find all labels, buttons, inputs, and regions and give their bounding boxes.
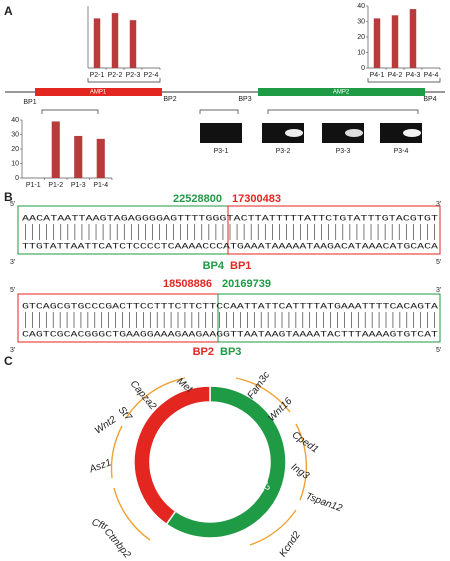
y-tick-label: 40 bbox=[11, 117, 19, 124]
bar bbox=[96, 138, 105, 178]
sequence: CAGTCGCACGGGCTGAAGGAAAGAAGAAGGTTAATAAGTA… bbox=[22, 329, 438, 339]
panel-label: B bbox=[4, 190, 13, 204]
gene-label: Ing3 bbox=[289, 462, 312, 482]
strand-end: 5' bbox=[10, 287, 15, 294]
y-tick-label: 30 bbox=[11, 131, 19, 138]
bar bbox=[409, 9, 417, 69]
strand-end: 5' bbox=[10, 201, 15, 208]
breakpoint-label: BP1 bbox=[23, 99, 36, 106]
ring bbox=[133, 385, 287, 539]
breakpoint-label: BP4 bbox=[203, 260, 225, 272]
sequence: TTGTATTAATTCATCTCCCCTCAAAACCCATGAAATAAAA… bbox=[22, 241, 439, 251]
gene-label: St7 bbox=[116, 405, 134, 424]
y-tick-label: 0 bbox=[361, 65, 365, 72]
x-tick-label: P1-1 bbox=[26, 182, 41, 189]
position: 18508886 bbox=[163, 278, 212, 290]
gene-label: Tspan12 bbox=[304, 491, 344, 514]
position: 20169739 bbox=[222, 278, 271, 290]
x-tick-label: P1-2 bbox=[48, 182, 63, 189]
segment-label: AMP1 bbox=[155, 443, 174, 473]
y-tick-label: 20 bbox=[357, 34, 365, 41]
x-tick-label: P4-1 bbox=[370, 72, 385, 79]
sequence: GTCAGCGTGCCCGACTTCCTTTCTTCTTCCAATTATTCAT… bbox=[22, 301, 439, 311]
amplicon-label: AMP1 bbox=[90, 90, 107, 96]
amplicon-label: AMP2 bbox=[333, 90, 350, 96]
gel bbox=[200, 123, 422, 143]
breakpoint-label: BP3 bbox=[220, 346, 241, 358]
x-tick-label: P1-3 bbox=[71, 182, 86, 189]
bar bbox=[111, 13, 119, 68]
strand-end: 3' bbox=[436, 287, 441, 294]
strand-end: 5' bbox=[436, 347, 441, 354]
position: 22528800 bbox=[173, 193, 222, 205]
amplicon bbox=[258, 88, 425, 96]
brackets bbox=[41, 78, 441, 114]
gene-label: Kcnd2 bbox=[278, 529, 304, 559]
gene-label: Wnt16 bbox=[266, 395, 295, 424]
breakpoint-label: BP1 bbox=[230, 260, 251, 272]
y-tick-label: 0 bbox=[15, 175, 19, 182]
x-tick-label: P2-3 bbox=[126, 72, 141, 79]
gene-label: Wnt2 bbox=[93, 414, 119, 437]
gene-label: Asz1 bbox=[87, 457, 113, 475]
amplicon bbox=[35, 88, 162, 96]
position: 17300483 bbox=[232, 193, 281, 205]
breakpoint-label: BP3 bbox=[238, 96, 251, 103]
junction-box bbox=[217, 293, 441, 343]
ring-segment bbox=[133, 385, 211, 526]
ring-segment bbox=[165, 385, 287, 539]
y-tick-label: 30 bbox=[357, 18, 365, 25]
gene-label: Cftr bbox=[90, 517, 110, 533]
junction-box bbox=[227, 205, 441, 255]
gene-label: Capza2 bbox=[128, 379, 159, 413]
bar bbox=[129, 20, 137, 68]
bar bbox=[93, 18, 101, 68]
strand-end: 3' bbox=[10, 259, 15, 266]
breakpoint-label: BP2 bbox=[163, 96, 176, 103]
sequence: AACATAATTAAGTAGAGGGGAGTTTTGGGTACTTATTTTT… bbox=[22, 213, 438, 223]
strand-end: 5' bbox=[436, 259, 441, 266]
breakpoint-label: BP2 bbox=[193, 346, 214, 358]
y-tick-label: 10 bbox=[11, 160, 19, 167]
y-tick-label: 40 bbox=[357, 3, 365, 10]
y-tick-label: 20 bbox=[11, 146, 19, 153]
x-tick-label: P2-4 bbox=[144, 72, 159, 79]
x-tick-label: P2-1 bbox=[90, 72, 105, 79]
lane-label: P3-2 bbox=[276, 148, 291, 155]
panel-label: A bbox=[4, 4, 13, 18]
panel-label: C bbox=[4, 354, 13, 368]
lane-label: P3-3 bbox=[336, 148, 351, 155]
x-tick-label: P4-2 bbox=[388, 72, 403, 79]
breakpoint-label: BP4 bbox=[423, 96, 436, 103]
bar bbox=[74, 135, 83, 178]
gene-label: Fam3c bbox=[246, 370, 273, 401]
bar bbox=[391, 15, 399, 69]
x-tick-label: P4-3 bbox=[406, 72, 421, 79]
gene-label: Cttnbp2 bbox=[102, 527, 133, 561]
gene-arcs bbox=[110, 377, 308, 546]
x-tick-label: P1-4 bbox=[93, 182, 108, 189]
lane-label: P3-1 bbox=[214, 148, 229, 155]
lane-label: P3-4 bbox=[394, 148, 409, 155]
x-tick-label: P4-4 bbox=[424, 72, 439, 79]
strand-end: 3' bbox=[436, 201, 441, 208]
bar bbox=[373, 18, 381, 68]
x-tick-label: P2-2 bbox=[108, 72, 123, 79]
y-tick-label: 10 bbox=[357, 49, 365, 56]
bar bbox=[51, 121, 60, 178]
segment-label: AMP2 bbox=[252, 463, 271, 493]
strand-end: 3' bbox=[10, 347, 15, 354]
